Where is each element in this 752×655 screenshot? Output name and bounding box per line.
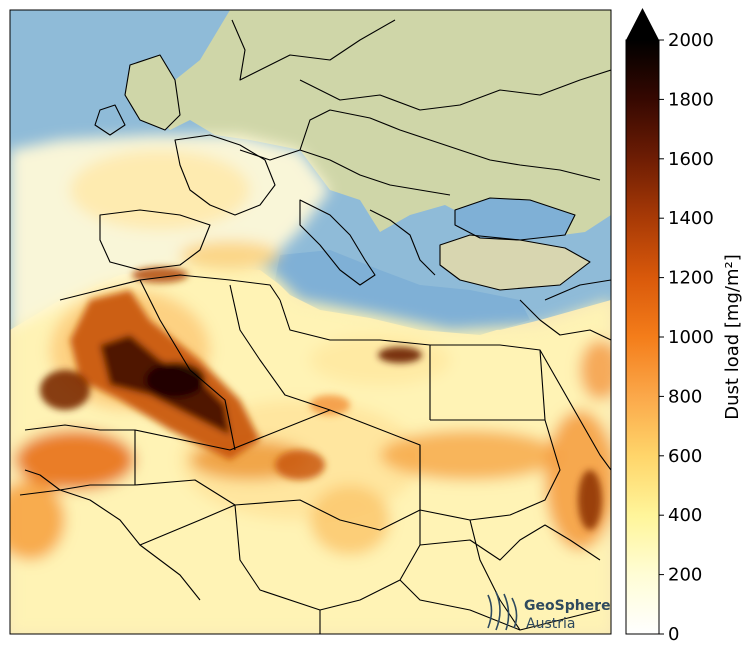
colorbar-tick-label: 0 xyxy=(668,624,679,645)
map-panel: GeoSphere Austria xyxy=(10,10,611,634)
black-sea xyxy=(455,198,575,240)
colorbar-tick-label: 600 xyxy=(668,446,702,467)
anatolia-land xyxy=(440,235,590,290)
mediterranean-sea xyxy=(275,250,530,335)
logo-line-1: GeoSphere xyxy=(524,598,611,614)
colorbar-extend-arrow xyxy=(626,8,659,40)
geosphere-logo: GeoSphere Austria xyxy=(487,591,611,632)
colorbar: 0 200 400 600 800 1000 1200 1400 1600 1800 2000 Du… xyxy=(625,8,743,645)
colorbar-tick-label: 1600 xyxy=(668,149,714,170)
country-borders xyxy=(19,19,611,634)
colorbar-tick-label: 1200 xyxy=(668,268,714,289)
dust-core xyxy=(40,267,602,530)
british-isles xyxy=(125,55,180,130)
logo-symbol-icon xyxy=(487,591,518,631)
colorbar-tick-label: 1800 xyxy=(668,89,714,110)
colorbar-tick-label: 1000 xyxy=(668,327,714,348)
colorbar-tick-label: 1400 xyxy=(668,208,714,229)
colorbar-tick-label: 400 xyxy=(668,505,702,526)
colorbar-tick-label: 200 xyxy=(668,565,702,586)
colorbar-gradient xyxy=(625,39,660,635)
colorbar-ticks: 0 200 400 600 800 1000 1200 1400 1600 1800 2000 xyxy=(659,30,714,645)
colorbar-tick-label: 800 xyxy=(668,386,702,407)
colorbar-tick-label: 2000 xyxy=(668,30,714,51)
logo-line-2: Austria xyxy=(526,616,575,632)
map-frame xyxy=(9,9,612,635)
colorbar-label: Dust load [mg/m²] xyxy=(722,254,743,419)
